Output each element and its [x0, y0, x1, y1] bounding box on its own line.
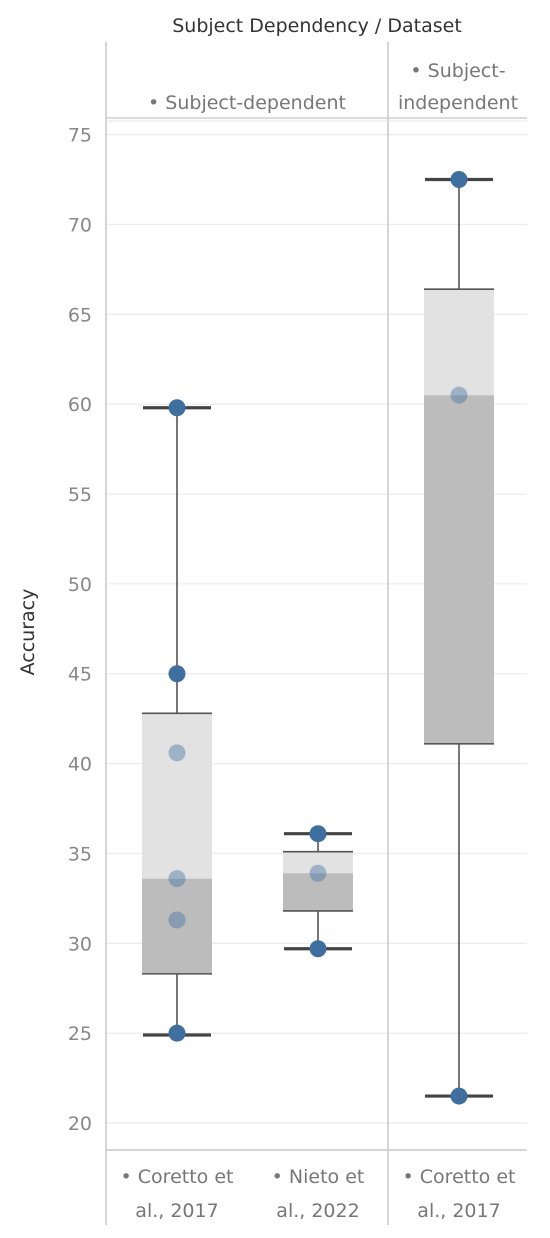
- y-tick-label: 40: [68, 754, 92, 776]
- data-point: [309, 825, 327, 843]
- box-lower-half: [424, 395, 494, 744]
- data-point: [168, 870, 186, 888]
- data-point: [168, 744, 186, 762]
- y-tick-label: 45: [68, 664, 92, 686]
- panel-header-label: • Subject-dependent: [148, 92, 346, 114]
- labels: 20 25 30 35 40 45 50 55 60 65 70 75 • Subject-depend…: [68, 60, 518, 1222]
- data-point: [450, 1087, 468, 1105]
- y-tick-label: 30: [68, 933, 92, 955]
- y-tick-label: 75: [68, 125, 92, 147]
- y-tick-label: 35: [68, 843, 92, 865]
- y-tick-label: 65: [68, 304, 92, 326]
- box-marks: [142, 171, 494, 1105]
- panel-header-label: • Subject-: [410, 60, 505, 82]
- x-category-label: al., 2017: [135, 1200, 218, 1222]
- x-category-label: • Coretto et: [403, 1166, 516, 1188]
- y-tick-label: 60: [68, 394, 92, 416]
- data-point: [168, 399, 186, 417]
- panel-header-label: independent: [398, 92, 518, 114]
- chart-title: Subject Dependency / Dataset: [172, 15, 462, 37]
- x-category-label: • Coretto et: [121, 1166, 234, 1188]
- y-tick-label: 55: [68, 484, 92, 506]
- data-point: [450, 386, 468, 404]
- x-category-label: • Nieto et: [272, 1166, 365, 1188]
- data-point: [309, 940, 327, 958]
- data-point: [309, 864, 327, 882]
- data-point: [168, 665, 186, 683]
- box-lower-half: [283, 873, 353, 911]
- y-tick-label: 25: [68, 1023, 92, 1045]
- box-upper-half: [283, 851, 353, 874]
- y-tick-label: 20: [68, 1113, 92, 1135]
- box-lower-half: [142, 878, 212, 974]
- x-category-label: al., 2022: [276, 1200, 359, 1222]
- y-tick-label: 50: [68, 574, 92, 596]
- box-upper-half: [142, 713, 212, 879]
- y-axis-title: Accuracy: [17, 589, 39, 676]
- data-point: [450, 171, 468, 189]
- data-point: [168, 1024, 186, 1042]
- data-point: [168, 911, 186, 929]
- panel-frame: [105, 42, 527, 1225]
- y-tick-label: 70: [68, 214, 92, 236]
- x-category-label: al., 2017: [417, 1200, 500, 1222]
- box-upper-half: [424, 289, 494, 396]
